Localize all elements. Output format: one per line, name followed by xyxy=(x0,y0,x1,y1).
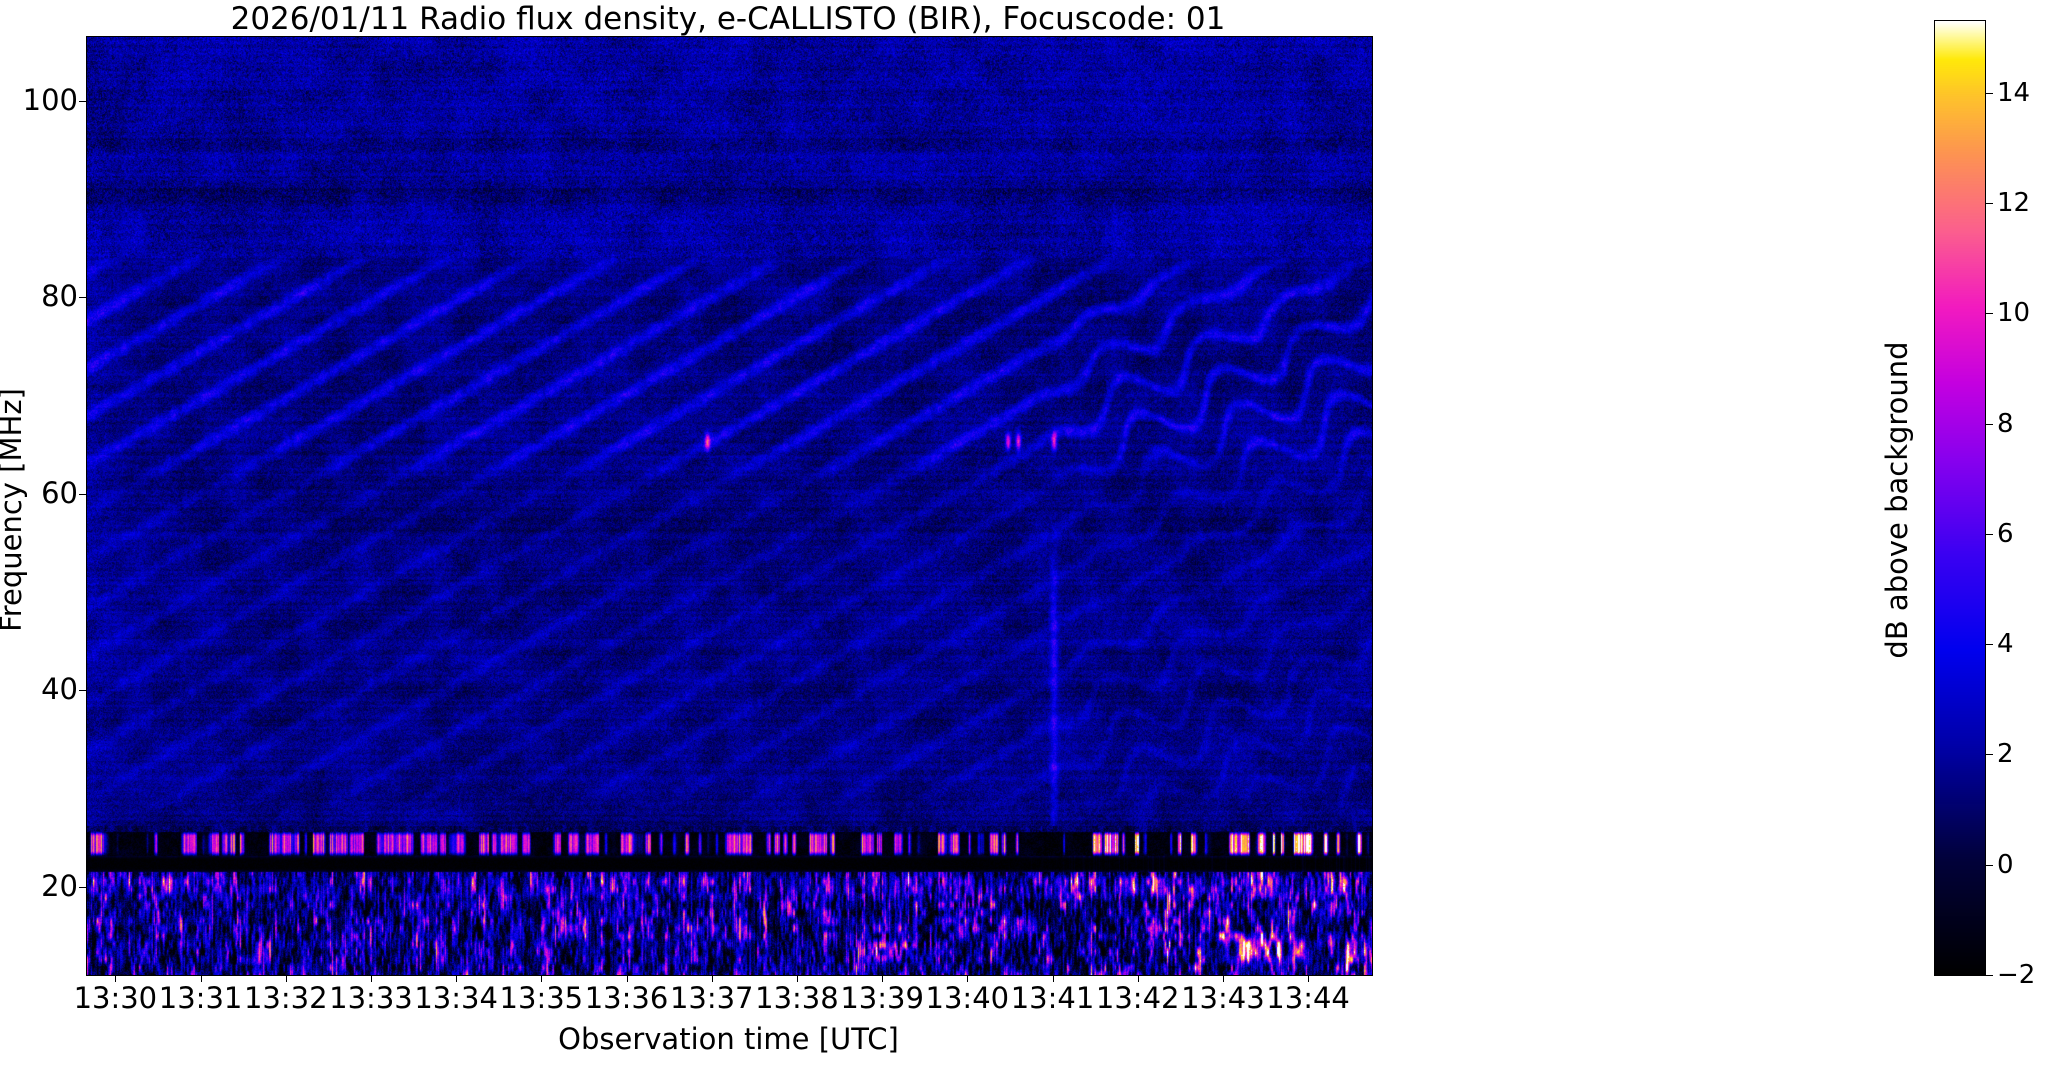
spectrogram-axes xyxy=(86,36,1373,976)
colorbar-tick-label: −2 xyxy=(1997,960,2036,990)
x-tick-mark xyxy=(1222,975,1224,982)
x-tick-label: 13:41 xyxy=(1010,981,1095,1015)
colorbar-tick-label: 10 xyxy=(1997,298,2031,329)
colorbar-tick-label: 14 xyxy=(1997,77,2031,108)
y-tick-mark xyxy=(79,690,86,692)
x-tick-mark xyxy=(967,975,969,982)
colorbar-tick-label: 4 xyxy=(1997,629,2014,660)
x-tick-mark xyxy=(626,975,628,982)
x-tick-mark xyxy=(115,975,117,982)
y-tick-mark xyxy=(79,493,86,495)
y-tick-label: 20 xyxy=(41,868,78,903)
colorbar-tick-mark xyxy=(1986,975,1993,976)
colorbar-label: dB above background xyxy=(1880,341,1914,659)
colorbar xyxy=(1934,20,1986,976)
x-tick-label: 13:44 xyxy=(1266,981,1350,1015)
y-tick-mark xyxy=(79,297,86,299)
x-tick-label: 13:39 xyxy=(840,981,924,1015)
colorbar-tick-label: 12 xyxy=(1997,187,2031,218)
colorbar-tick-label: 2 xyxy=(1997,739,2014,770)
x-tick-label: 13:38 xyxy=(755,981,839,1015)
colorbar-tick-label: 6 xyxy=(1997,518,2014,549)
x-tick-mark xyxy=(541,975,543,982)
spectrogram-image xyxy=(87,37,1372,975)
x-tick-mark xyxy=(285,975,287,982)
x-tick-label: 13:42 xyxy=(1095,981,1180,1015)
colorbar-tick-mark xyxy=(1986,92,1993,94)
colorbar-tick-mark xyxy=(1986,644,1993,646)
x-tick-label: 13:35 xyxy=(499,981,584,1015)
y-tick-label: 80 xyxy=(41,279,78,314)
colorbar-tick-mark xyxy=(1986,533,1993,535)
x-tick-mark xyxy=(370,975,372,982)
y-tick-label: 100 xyxy=(22,82,78,117)
y-tick-label: 60 xyxy=(41,475,78,510)
x-tick-label: 13:40 xyxy=(925,981,1010,1015)
x-tick-mark xyxy=(1137,975,1139,982)
colorbar-tick-mark xyxy=(1986,864,1993,866)
x-tick-mark xyxy=(882,975,884,982)
y-tick-mark xyxy=(79,886,86,888)
x-tick-mark xyxy=(1308,975,1310,982)
x-tick-label: 13:34 xyxy=(414,981,498,1015)
colorbar-tick-mark xyxy=(1986,202,1993,204)
colorbar-tick-mark xyxy=(1986,313,1993,315)
colorbar-gradient xyxy=(1935,21,1985,975)
x-tick-mark xyxy=(711,975,713,982)
colorbar-tick-mark xyxy=(1986,754,1993,756)
y-tick-label: 40 xyxy=(41,672,78,707)
x-tick-mark xyxy=(200,975,202,982)
colorbar-tick-mark xyxy=(1986,423,1993,425)
x-axis-label: Observation time [UTC] xyxy=(558,1022,899,1056)
page-title: 2026/01/11 Radio flux density, e-CALLIST… xyxy=(230,1,1226,37)
y-axis-label: Frequency [MHz] xyxy=(0,388,28,632)
x-tick-mark xyxy=(456,975,458,982)
x-tick-label: 13:31 xyxy=(158,981,243,1015)
x-tick-label: 13:30 xyxy=(73,981,158,1015)
x-tick-mark xyxy=(796,975,798,982)
x-tick-mark xyxy=(1052,975,1054,982)
colorbar-tick-label: 8 xyxy=(1997,408,2014,439)
y-tick-mark xyxy=(79,100,86,102)
x-tick-label: 13:33 xyxy=(329,981,413,1015)
x-tick-label: 13:43 xyxy=(1181,981,1265,1015)
x-tick-label: 13:36 xyxy=(584,981,669,1015)
colorbar-tick-label: 0 xyxy=(1997,849,2014,880)
x-tick-label: 13:32 xyxy=(243,981,328,1015)
x-tick-label: 13:37 xyxy=(669,981,754,1015)
